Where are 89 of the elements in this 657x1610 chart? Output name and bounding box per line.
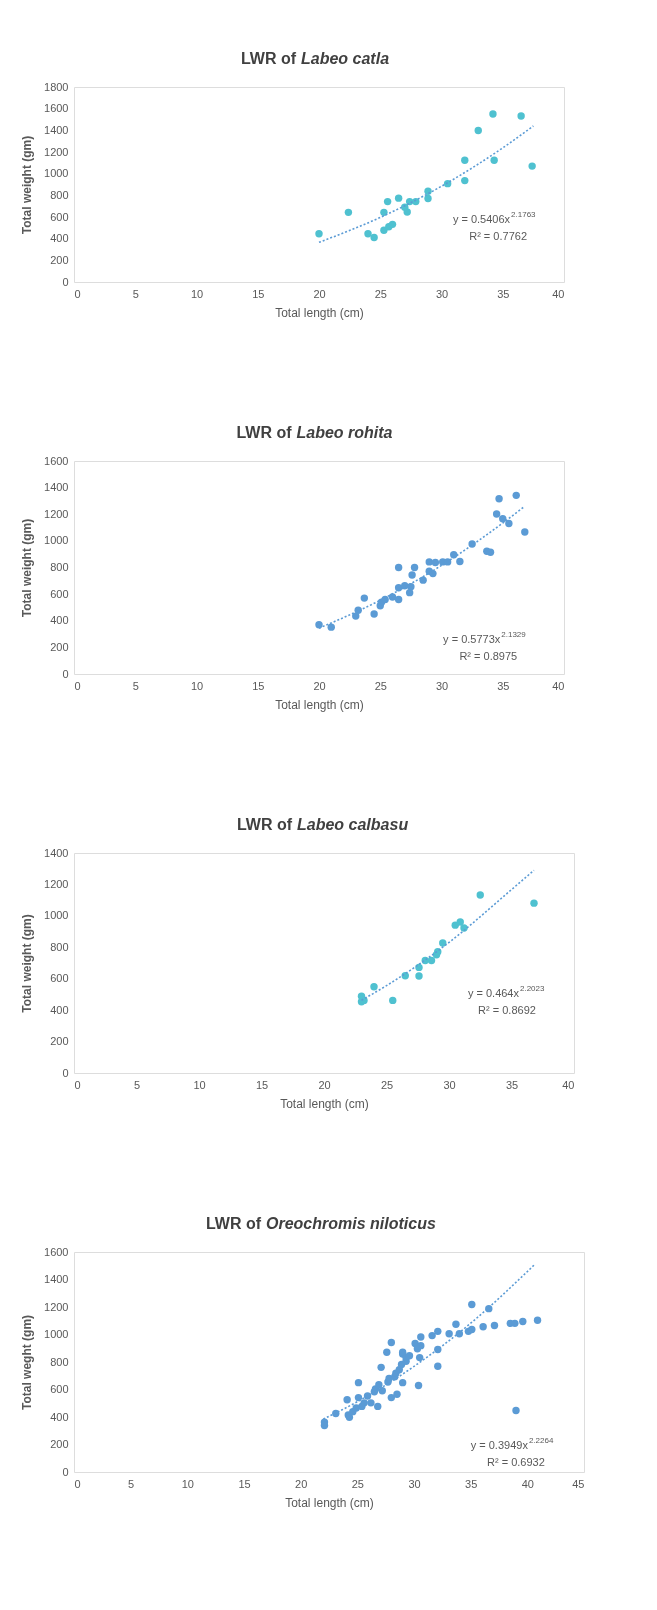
y-tick-label: 1600 [44,102,69,115]
annotation: R² = 0.8692 [478,1003,536,1016]
x-tick-label: 40 [552,679,565,692]
annotation: R² = 0.7762 [469,229,527,242]
y-tick-label: 1400 [44,1273,69,1285]
x-tick-label: 0 [74,287,81,300]
x-tick-label: 35 [497,679,510,692]
y-tick-label: 0 [62,275,69,288]
y-tick-label: 200 [50,253,69,266]
y-tick-label: 1000 [44,1328,69,1340]
y-tick-label: 800 [50,561,69,573]
x-tick-label: 0 [74,1477,81,1490]
x-tick-label: 35 [465,1477,478,1490]
x-tick-label: 10 [181,1477,194,1490]
y-tick-label: 1600 [44,1245,69,1258]
x-tick-label: 10 [190,287,204,300]
y-tick-label: 600 [50,587,69,600]
annotation: R² = 0.8975 [459,649,518,662]
y-tick-label: 400 [50,614,69,627]
annotation: R² = 0.6932 [487,1455,545,1468]
y-axis-title: Total weight (gm) [20,135,35,235]
x-tick-label: 5 [133,1078,141,1091]
x-tick-label: 40 [562,1078,575,1091]
x-tick-label: 35 [505,1078,519,1091]
x-tick-label: 15 [252,679,265,692]
y-tick-label: 1200 [44,877,69,890]
x-tick-label: 45 [572,1477,585,1490]
y-tick-label: 200 [50,640,69,653]
y-tick-label: 800 [50,188,69,201]
x-tick-label: 5 [132,287,139,300]
y-tick-label: 400 [50,1410,69,1423]
x-tick-label: 20 [313,287,326,300]
x-tick-label: 15 [252,287,265,300]
chart-title: LWR of Labeo catla [240,50,390,67]
y-tick-label: 1000 [44,534,69,547]
chart-title: LWR of Labeo rohita [236,424,393,441]
x-tick-label: 5 [132,679,139,692]
chart-title: LWR of Labeo calbasu [236,816,409,833]
x-tick-label: 30 [435,679,449,692]
x-axis-title: Total length (cm) [280,1096,369,1111]
x-axis-title: Total length (cm) [275,697,364,712]
x-tick-label: 25 [374,287,387,300]
y-tick-label: 600 [50,972,69,985]
x-tick-label: 35 [497,287,510,300]
x-tick-label: 15 [238,1477,251,1490]
y-axis-title: Total weght (gm) [20,1314,35,1411]
x-tick-label: 20 [295,1477,308,1490]
y-tick-label: 1200 [44,1300,69,1313]
y-tick-label: 0 [62,1066,69,1079]
y-tick-label: 1000 [44,909,69,922]
y-tick-label: 600 [50,1383,69,1395]
y-tick-label: 1400 [44,123,69,136]
x-tick-label: 0 [74,1078,81,1091]
y-tick-label: 200 [50,1035,69,1048]
x-tick-label: 30 [443,1078,456,1091]
y-tick-label: 200 [50,1438,69,1450]
y-axis-title: Total weight (gm) [20,518,35,618]
x-tick-label: 25 [380,1078,394,1091]
y-tick-label: 400 [50,1003,69,1016]
y-tick-label: 400 [50,232,69,245]
x-tick-label: 30 [408,1477,421,1490]
y-tick-label: 1800 [44,80,69,93]
y-tick-label: 1200 [44,507,69,520]
x-tick-label: 5 [128,1477,135,1490]
y-tick-label: 1200 [44,145,69,158]
x-tick-label: 10 [190,679,204,692]
x-tick-label: 40 [521,1477,534,1490]
y-tick-label: 0 [62,667,69,680]
x-tick-label: 20 [313,679,326,692]
y-tick-label: 0 [62,1465,69,1478]
x-tick-label: 10 [193,1078,206,1091]
y-tick-label: 1400 [44,481,69,494]
x-tick-label: 0 [74,679,81,692]
chart-title: LWR of Oreochromis niloticus [205,1215,436,1232]
x-axis-title: Total length (cm) [285,1495,374,1510]
x-tick-label: 25 [374,679,387,692]
y-tick-label: 600 [50,210,69,223]
x-axis-title: Total length (cm) [275,305,364,320]
y-tick-label: 1000 [44,167,69,180]
y-tick-label: 800 [50,940,69,953]
x-tick-label: 40 [552,287,565,300]
x-tick-label: 30 [435,287,449,300]
y-tick-label: 800 [50,1355,69,1368]
y-tick-label: 1400 [44,846,69,859]
x-tick-label: 25 [351,1477,364,1490]
y-axis-title: Total weight (gm) [20,914,35,1013]
x-tick-label: 15 [255,1078,269,1091]
y-tick-label: 1600 [44,454,69,467]
x-tick-label: 20 [318,1078,331,1091]
